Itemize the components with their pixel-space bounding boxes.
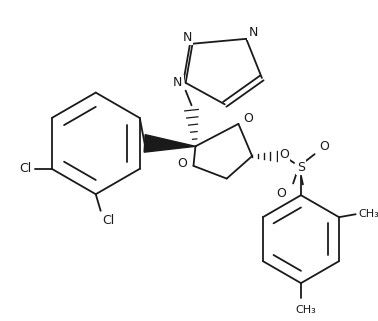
Text: Cl: Cl (19, 162, 31, 175)
Text: N: N (183, 31, 192, 44)
Polygon shape (144, 134, 195, 152)
Text: CH₃: CH₃ (358, 209, 378, 219)
Text: S: S (297, 161, 305, 174)
Text: O: O (276, 187, 287, 200)
Text: O: O (319, 140, 329, 153)
Text: O: O (279, 148, 289, 160)
Text: N: N (173, 76, 183, 89)
Text: O: O (177, 157, 187, 170)
Text: CH₃: CH₃ (296, 305, 316, 315)
Text: N: N (248, 26, 258, 39)
Text: Cl: Cl (102, 214, 115, 227)
Text: O: O (243, 112, 253, 126)
